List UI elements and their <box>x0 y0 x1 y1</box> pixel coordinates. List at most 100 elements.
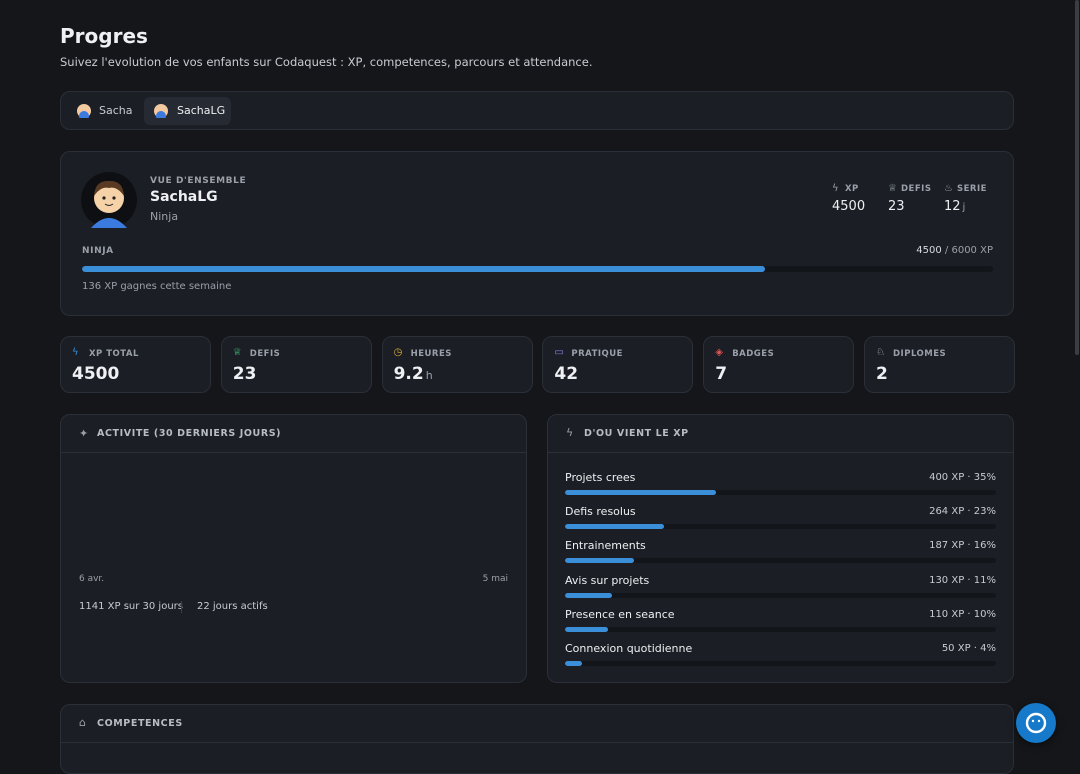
icon: ✦ <box>79 427 89 440</box>
child-name: SachaLG <box>150 189 218 205</box>
activity-summary: 1141 XP sur 30 jours <box>79 601 183 612</box>
chat-icon <box>1025 712 1047 734</box>
source-label: Avis sur projets <box>565 573 650 587</box>
divider <box>61 742 1013 743</box>
source-bar <box>565 661 583 666</box>
stat-value: 23 <box>888 199 905 214</box>
overview-label: VUE D'ENSEMBLE <box>150 176 247 186</box>
stat-icon: ♨ <box>944 183 953 194</box>
card-label: PRATIQUE <box>571 349 623 359</box>
level-name: NINJA <box>82 246 114 256</box>
tab-avatar <box>77 104 91 118</box>
stat-label: DEFIS <box>901 184 932 194</box>
page-subtitle: Suivez l'evolution de vos enfants sur Co… <box>60 55 593 69</box>
sources-title: D'OU VIENT LE XP <box>584 428 689 439</box>
source-track <box>565 661 996 666</box>
avatar <box>81 172 137 228</box>
source-value: 110 XP · 10% <box>929 608 996 620</box>
icon: ⌂ <box>79 716 86 729</box>
range-start: 6 avr. <box>79 574 105 584</box>
level-track <box>82 266 993 272</box>
source-value: 130 XP · 11% <box>929 574 996 586</box>
card-number: 9.2 <box>393 364 424 384</box>
stat-icon: ϟ <box>832 183 839 194</box>
level-progress-text: 4500 / 6000 XP <box>916 245 993 256</box>
tab-avatar <box>154 104 168 118</box>
divider <box>548 452 1013 453</box>
stat-icon: ♕ <box>888 183 897 194</box>
tab-label: Sacha <box>99 104 133 117</box>
scrollbar[interactable] <box>1075 0 1079 355</box>
source-value: 187 XP · 16% <box>929 540 996 552</box>
range-end: 5 mai <box>482 574 508 584</box>
tab[interactable]: Sacha <box>69 97 141 125</box>
source-bar <box>565 490 716 495</box>
stat-card: ◷ HEURES 9.2 h <box>381 336 533 393</box>
source-label: Presence en seance <box>565 607 675 621</box>
divider <box>181 601 182 613</box>
card-value: 9.2 h <box>394 364 433 384</box>
stat-card: ◈ BADGES 7 <box>703 336 855 393</box>
tab-label: SachaLG <box>177 104 226 117</box>
competences-card: ⌂ COMPETENCES <box>60 704 1014 774</box>
source-label: Connexion quotidienne <box>565 642 693 655</box>
source-bar <box>565 592 613 598</box>
sources-card: ϟ D'OU VIENT LE XP Projets crees 400 XP ·… <box>547 414 1014 683</box>
icon: ϟ <box>566 426 574 439</box>
separator: / <box>944 245 949 256</box>
card-label: BADGES <box>732 349 775 359</box>
stat-number: 23 <box>888 199 905 214</box>
card-icon: ♘ <box>876 347 885 358</box>
card-label: DIPLOMES <box>893 349 947 359</box>
max-unit: XP <box>980 245 993 256</box>
competences-title: COMPETENCES <box>97 718 183 729</box>
stat-card: ▭ PRATIQUE 42 <box>542 336 694 393</box>
stat-value: 12 j <box>944 199 965 214</box>
max-xp: 6000 <box>951 245 977 256</box>
stat-label: XP <box>845 184 859 194</box>
card-label: XP TOTAL <box>89 349 139 359</box>
source-track <box>565 490 996 495</box>
card-icon: ◷ <box>393 347 403 358</box>
source-bar <box>565 558 634 564</box>
card-number: 23 <box>232 364 257 384</box>
stat-number: 12 <box>944 199 961 214</box>
source-label: Defis resolus <box>565 505 636 519</box>
stat-card: ϟ XP TOTAL 4500 <box>60 336 211 393</box>
card-value: 23 <box>233 364 257 384</box>
card-number: 4500 <box>72 364 120 384</box>
child-rank: Ninja <box>150 210 179 223</box>
activity-title: ACTIVITE (30 DERNIERS JOURS) <box>97 428 282 439</box>
card-icon: ϟ <box>72 347 79 358</box>
overview-card: VUE D'ENSEMBLE SachaLG Ninja NINJA 4500 … <box>60 151 1014 316</box>
card-value: 7 <box>715 364 727 384</box>
source-bar <box>565 524 665 530</box>
card-number: 7 <box>715 364 728 384</box>
source-value: 50 XP · 4% <box>941 643 996 654</box>
level-bar <box>82 266 766 272</box>
source-value: 400 XP · 35% <box>929 472 996 483</box>
card-value: 2 <box>876 364 888 384</box>
card-label: HEURES <box>410 349 452 359</box>
activity-card: ✦ ACTIVITE (30 DERNIERS JOURS) 6 avr. 5 … <box>60 414 527 683</box>
source-bar <box>565 626 609 632</box>
stat-label: SERIE <box>957 184 987 194</box>
activity-summary: 22 jours actifs <box>197 601 268 612</box>
source-track <box>565 524 996 530</box>
source-label: Projets crees <box>565 471 636 484</box>
stat-unit: j <box>962 202 966 213</box>
stat-card: ♕ DEFIS 23 <box>220 336 372 393</box>
card-unit: h <box>425 369 433 382</box>
card-icon: ▭ <box>554 347 564 358</box>
card-value: 42 <box>554 364 578 384</box>
card-number: 42 <box>554 364 579 384</box>
tab-active[interactable]: SachaLG <box>144 97 231 125</box>
stat-number: 4500 <box>832 199 866 214</box>
source-track <box>565 626 996 632</box>
stat-card: ♘ DIPLOMES 2 <box>864 336 1015 393</box>
tab-bar: Sacha SachaLG <box>60 91 1014 130</box>
card-number: 2 <box>876 364 888 384</box>
chat-button[interactable] <box>1016 703 1056 743</box>
divider <box>61 452 526 453</box>
